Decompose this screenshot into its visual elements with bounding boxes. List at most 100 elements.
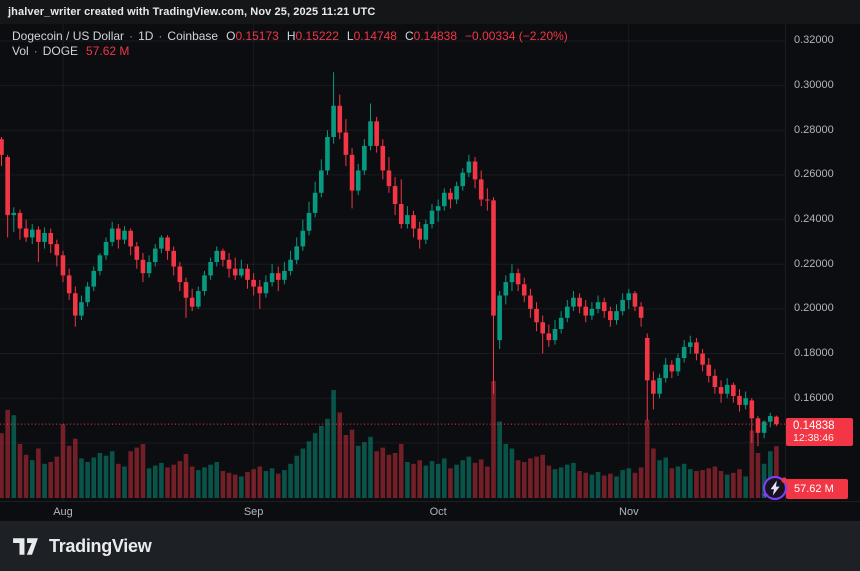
volume-bar	[85, 462, 90, 498]
change-value: −0.00334 (−2.20%)	[465, 29, 568, 43]
ohlc-open: O0.15173	[226, 29, 279, 43]
volume-bar	[171, 464, 176, 498]
volume-bar	[460, 460, 466, 498]
candle-body	[737, 395, 742, 405]
candle-body	[767, 416, 773, 422]
candle-body	[712, 375, 718, 388]
volume-bar	[565, 464, 570, 498]
symbol-title[interactable]: Dogecoin / US Dollar	[12, 29, 125, 43]
candle-body	[405, 215, 410, 225]
volume-bar	[503, 444, 509, 498]
candle-body	[355, 170, 361, 191]
candle-body	[497, 295, 502, 341]
candle-body	[528, 295, 533, 309]
volume-bar	[288, 463, 293, 498]
volume-bar	[448, 468, 453, 498]
volume-bar	[0, 433, 4, 498]
streak-flash-icon[interactable]	[760, 473, 790, 503]
volume-bar	[528, 458, 533, 498]
exchange-label: Coinbase	[167, 29, 219, 43]
low-value: 0.14748	[353, 29, 397, 43]
candle-body	[386, 170, 392, 187]
volume-bar	[767, 451, 773, 498]
volume-bar	[466, 456, 472, 498]
volume-bar	[60, 424, 66, 498]
candle-body	[140, 259, 146, 274]
volume-bar	[349, 429, 355, 498]
tradingview-logo-link[interactable]: TradingView	[11, 536, 152, 557]
time-axis[interactable]: Aug Sep Oct Nov	[0, 501, 860, 522]
volume-bar	[196, 470, 201, 498]
month-tick-label: Sep	[243, 506, 264, 518]
attribution-text: jhalver_writer created with TradingView.…	[8, 6, 376, 18]
month-tick-label: Oct	[429, 506, 447, 518]
candle-body	[417, 228, 422, 240]
candle-body	[632, 293, 638, 307]
candle-body	[663, 364, 668, 379]
price-tick-label: 0.22000	[794, 257, 834, 270]
volume-bar	[558, 467, 564, 498]
candle-body	[319, 170, 324, 193]
notification-dot	[781, 477, 787, 483]
candle-body	[66, 275, 72, 294]
volume-bar	[657, 460, 662, 498]
candle-body	[232, 268, 238, 276]
volume-bar	[411, 463, 416, 498]
sparkle-icon	[761, 491, 769, 499]
volume-label[interactable]: Vol	[12, 44, 29, 58]
chart-widget: Dogecoin / US Dollar · 1D · Coinbase O0.…	[0, 24, 860, 521]
volume-bar	[282, 470, 287, 498]
volume-bar	[245, 471, 250, 498]
volume-bar	[343, 435, 349, 498]
candle-body	[669, 364, 675, 372]
candle-body	[116, 228, 121, 240]
volume-bar	[521, 462, 527, 498]
volume-bar	[294, 455, 299, 498]
volume-bar	[374, 451, 379, 498]
candle-body	[159, 237, 164, 249]
candle-body	[546, 333, 552, 341]
volume-bar	[48, 462, 53, 498]
candlestick-svg	[0, 24, 785, 501]
candle-body	[282, 270, 287, 280]
candle-body	[171, 250, 176, 267]
volume-bar	[325, 418, 330, 498]
candle-body	[177, 266, 183, 283]
volume-bars-layer	[0, 381, 779, 498]
volume-bar	[589, 474, 595, 498]
volume-value: 57.62 M	[86, 44, 130, 58]
volume-bar	[472, 462, 478, 498]
volume-bar	[189, 466, 195, 498]
volume-currency: DOGE	[42, 44, 79, 58]
candle-body	[638, 306, 644, 318]
candle-body	[571, 297, 576, 307]
candle-body	[380, 145, 386, 171]
volume-bar	[534, 456, 539, 498]
volume-bar	[109, 451, 115, 498]
volume-bar	[601, 475, 607, 498]
candle-body	[392, 186, 398, 204]
legend-separator: ·	[158, 29, 163, 43]
interval-label[interactable]: 1D	[138, 29, 154, 43]
price-tick-label: 0.32000	[794, 34, 834, 47]
candle-body	[595, 302, 601, 309]
candle-body	[743, 398, 748, 405]
candle-body	[724, 384, 730, 394]
volume-bar	[454, 464, 459, 498]
candle-body	[54, 244, 60, 256]
ohlc-close: C0.14838	[405, 29, 457, 43]
gridlines-layer	[0, 24, 785, 501]
volume-bar	[755, 453, 761, 498]
candle-body	[263, 282, 269, 294]
chart-plot-area[interactable]	[0, 24, 785, 521]
volume-bar	[497, 421, 502, 498]
volume-bar	[17, 444, 23, 498]
ohlc-low: L0.14748	[347, 29, 397, 43]
volume-bar	[355, 445, 361, 498]
candle-body	[312, 192, 318, 213]
candle-body	[706, 364, 712, 376]
month-tick-label: Nov	[619, 506, 639, 518]
volume-bar	[442, 458, 447, 498]
tradingview-logo-icon	[13, 537, 38, 555]
